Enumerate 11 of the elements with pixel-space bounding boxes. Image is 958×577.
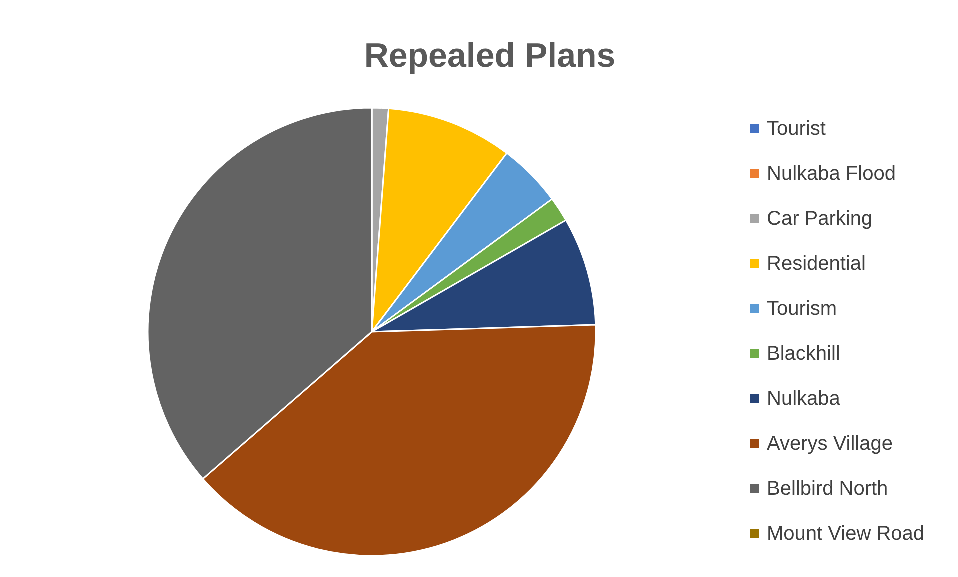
legend-label: Mount View Road <box>767 523 924 545</box>
legend-label: Nulkaba Flood <box>767 163 896 185</box>
legend-label: Residential <box>767 253 866 275</box>
legend-label: Car Parking <box>767 208 873 230</box>
chart-title: Repealed Plans <box>364 37 616 75</box>
legend-label: Tourist <box>767 118 826 140</box>
legend-label: Blackhill <box>767 343 840 365</box>
legend-label: Averys Village <box>767 433 893 455</box>
legend-label: Nulkaba <box>767 388 842 410</box>
legend-label: Tourism <box>767 298 838 320</box>
legend-label: Bellbird North <box>767 478 888 500</box>
